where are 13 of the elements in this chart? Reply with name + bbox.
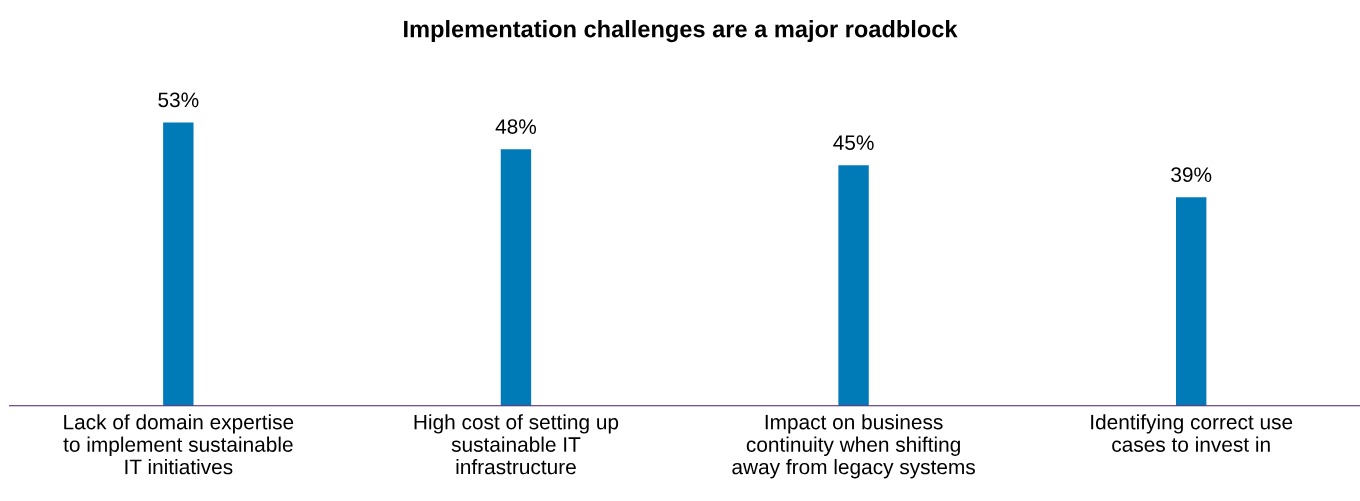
bar — [500, 149, 532, 406]
data-label: 48% — [495, 119, 537, 134]
bar — [1176, 197, 1207, 406]
bar — [163, 122, 194, 406]
x-tick-label: Lack of domain expertise to implement sustainable IT initiatives — [63, 414, 294, 475]
bar — [838, 165, 869, 406]
x-tick-label: Impact on business continuity when shifting away from legacy systems — [732, 414, 975, 479]
data-label: 39% — [1171, 167, 1212, 183]
x-tick-label: High cost of setting up sustainable IT infrastructure — [414, 414, 619, 475]
x-tick-label: Identifying correct use cases to invest in — [1091, 414, 1293, 452]
chart-title: Implementation challenges are a major roadblock — [404, 20, 958, 43]
data-label: 45% — [833, 135, 874, 150]
data-label: 53% — [158, 92, 199, 108]
